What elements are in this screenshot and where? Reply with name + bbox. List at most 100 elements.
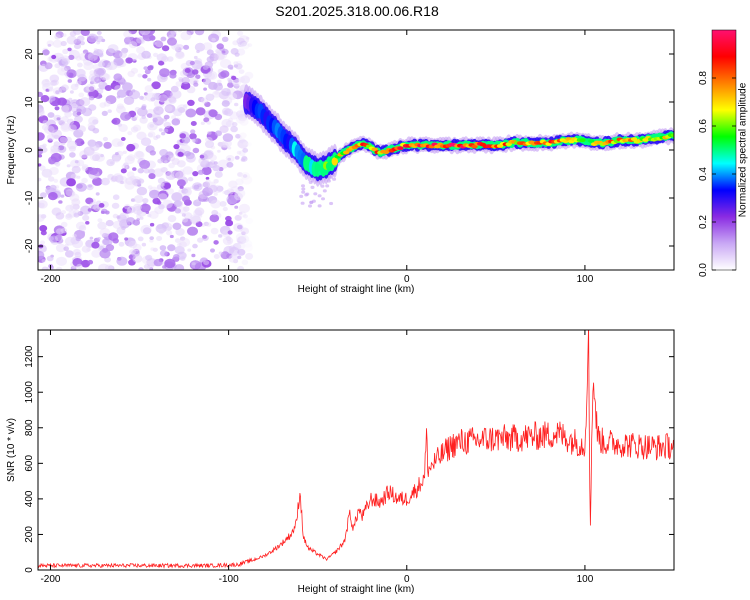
noise-cell <box>311 199 316 203</box>
noise-cell <box>172 222 182 230</box>
noise-cell <box>173 44 180 49</box>
noise-cell <box>112 173 123 182</box>
noise-cell <box>213 179 219 184</box>
noise-cell <box>55 212 65 220</box>
y-tick-label: 800 <box>24 419 35 436</box>
noise-cell <box>235 232 247 242</box>
noise-cell <box>165 171 176 181</box>
noise-cell <box>203 87 208 91</box>
noise-cell <box>313 192 318 196</box>
x-tick-label: 100 <box>577 574 594 585</box>
y-tick-label: 20 <box>24 48 35 60</box>
noise-cell <box>75 221 86 230</box>
noise-cell <box>54 234 63 242</box>
noise-cell <box>174 208 181 214</box>
noise-cell <box>134 150 145 160</box>
noise-cell <box>137 73 143 78</box>
noise-cell <box>47 43 52 47</box>
noise-cell <box>99 102 107 108</box>
noise-cell <box>143 264 150 270</box>
noise-cell <box>167 215 177 223</box>
noise-cell <box>154 206 164 215</box>
noise-cell <box>245 217 254 225</box>
noise-cell <box>206 70 218 80</box>
noise-cell <box>163 128 169 133</box>
noise-cell <box>179 256 186 261</box>
noise-cell <box>329 201 334 206</box>
heatmap-y-label: Frequency (Hz) <box>6 116 17 185</box>
y-tick-label: 400 <box>24 490 35 507</box>
noise-cell <box>38 91 43 97</box>
noise-cell <box>240 227 250 235</box>
noise-cell <box>202 234 208 239</box>
noise-cell <box>54 34 61 40</box>
x-tick-label: -100 <box>219 574 239 585</box>
noise-cell <box>62 33 67 37</box>
noise-cell <box>81 245 91 253</box>
noise-cell <box>190 30 196 33</box>
noise-cell <box>92 154 100 162</box>
noise-cell <box>234 102 239 107</box>
colorbar-tick-label: 0.8 <box>698 71 709 85</box>
noise-cell <box>134 115 139 119</box>
noise-cell <box>48 176 55 182</box>
noise-cell <box>128 30 137 35</box>
noise-cell <box>97 237 101 240</box>
noise-cell <box>159 245 167 251</box>
noise-cell <box>228 180 238 189</box>
noise-cell <box>40 230 47 236</box>
noise-cell <box>159 167 166 173</box>
noise-cell <box>64 236 76 246</box>
noise-cell <box>174 238 181 244</box>
noise-cell <box>210 248 215 253</box>
noise-cell <box>89 142 100 152</box>
noise-cell <box>149 236 154 241</box>
noise-cell <box>120 180 124 184</box>
noise-cell <box>152 197 161 205</box>
noise-cell <box>177 242 182 247</box>
noise-cell <box>201 166 212 176</box>
noise-cell <box>63 246 69 252</box>
noise-cell <box>208 154 217 162</box>
noise-cell <box>180 81 191 90</box>
noise-cell <box>193 82 199 87</box>
noise-cell <box>38 177 42 182</box>
noise-cell <box>60 40 67 47</box>
noise-cell <box>191 138 196 143</box>
noise-cell <box>38 163 42 167</box>
snr-series-line <box>38 330 674 569</box>
noise-cell <box>215 130 222 137</box>
noise-cell <box>107 61 118 70</box>
noise-cell <box>238 69 245 74</box>
noise-cell <box>300 201 305 205</box>
noise-cell <box>225 236 232 242</box>
ridge-cell <box>314 163 321 172</box>
noise-cell <box>231 75 237 80</box>
noise-cell <box>72 102 77 107</box>
noise-cell <box>127 70 135 78</box>
noise-cell <box>216 185 224 192</box>
noise-cell <box>164 104 176 114</box>
noise-cell <box>139 216 144 220</box>
noise-cell <box>147 185 153 190</box>
noise-cell <box>40 214 47 219</box>
noise-cell <box>187 187 191 191</box>
noise-cell <box>142 198 149 204</box>
noise-cell <box>245 252 254 260</box>
noise-cell <box>134 107 141 112</box>
noise-cell <box>127 154 136 162</box>
noise-cell <box>66 140 78 150</box>
noise-cell <box>54 106 60 111</box>
noise-cell <box>46 255 54 262</box>
noise-cell <box>141 242 147 247</box>
noise-cell <box>42 120 49 125</box>
noise-cell <box>135 151 144 158</box>
noise-cell <box>126 171 135 178</box>
noise-cell <box>149 267 154 270</box>
noise-cell <box>241 231 246 235</box>
noise-cell <box>147 132 154 138</box>
noise-cell <box>123 30 132 38</box>
noise-cell <box>98 263 110 270</box>
noise-cell <box>67 79 73 83</box>
noise-cell <box>190 129 196 134</box>
